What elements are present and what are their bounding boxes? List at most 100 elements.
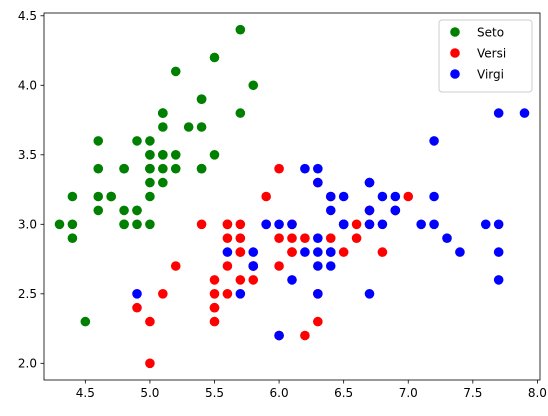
data-point-seto <box>158 163 168 174</box>
data-point-virgi <box>338 191 349 202</box>
data-point-seto <box>132 205 142 216</box>
data-point-versi <box>351 233 362 243</box>
data-point-versi <box>351 219 362 230</box>
data-point-versi <box>287 247 297 257</box>
data-point-versi <box>209 275 220 285</box>
data-point-seto <box>183 122 194 132</box>
data-point-versi <box>287 233 297 243</box>
data-point-seto <box>196 122 207 132</box>
data-point-seto <box>106 191 116 202</box>
data-point-virgi <box>325 247 336 257</box>
data-point-seto <box>196 163 207 174</box>
data-point-seto <box>119 219 129 230</box>
x-tick-label: 6.0 <box>270 386 289 400</box>
data-point-seto <box>145 191 155 202</box>
x-tick-label: 5.5 <box>205 386 224 400</box>
data-point-seto <box>196 94 207 104</box>
data-point-seto <box>158 122 168 132</box>
y-tick-label: 4.5 <box>18 9 37 23</box>
data-point-virgi <box>429 136 439 146</box>
data-point-versi <box>158 289 168 299</box>
x-tick-label: 7.5 <box>463 386 482 400</box>
data-point-seto <box>80 316 91 327</box>
data-point-virgi <box>480 219 491 230</box>
data-point-versi <box>132 302 142 313</box>
data-point-seto <box>170 66 181 77</box>
data-point-virgi <box>416 219 426 230</box>
data-point-seto <box>67 191 78 202</box>
data-point-seto <box>209 52 220 63</box>
y-axis: 2.0 2.5 3.0 3.5 4.0 4.5 <box>18 9 44 371</box>
data-point-virgi <box>313 261 323 271</box>
data-point-versi <box>235 233 246 243</box>
data-point-versi <box>222 219 233 230</box>
data-point-seto <box>248 80 259 91</box>
data-point-versi <box>261 191 271 202</box>
series-versi <box>132 163 414 369</box>
data-point-versi <box>235 247 246 257</box>
data-point-versi <box>235 219 246 230</box>
x-tick-label: 4.5 <box>76 386 95 400</box>
data-point-seto <box>145 219 155 230</box>
data-point-virgi <box>493 108 504 118</box>
data-point-virgi <box>364 219 375 230</box>
data-point-seto <box>158 150 168 160</box>
legend-label-versi: Versi <box>477 46 506 60</box>
data-point-virgi <box>235 289 246 299</box>
x-axis: 4.5 5.0 5.5 6.0 6.5 7.0 7.5 8.0 <box>76 380 547 400</box>
data-point-virgi <box>325 261 336 271</box>
data-point-versi <box>403 191 414 202</box>
data-point-virgi <box>287 219 297 230</box>
legend-label-seto: Seto <box>477 25 504 39</box>
data-point-versi <box>170 261 181 271</box>
data-point-seto <box>170 150 181 160</box>
data-point-virgi <box>313 289 323 299</box>
data-point-virgi <box>132 289 142 299</box>
data-point-seto <box>93 205 104 216</box>
data-point-virgi <box>274 219 284 230</box>
data-point-virgi <box>248 261 259 271</box>
data-point-versi <box>300 330 310 341</box>
data-point-seto <box>93 136 104 146</box>
data-point-seto <box>119 205 129 216</box>
legend-marker-seto <box>450 27 460 37</box>
points-layer <box>54 24 530 369</box>
data-point-virgi <box>338 219 349 230</box>
legend-marker-virgi <box>450 69 460 79</box>
data-point-virgi <box>261 219 271 230</box>
x-tick-label: 7.0 <box>399 386 418 400</box>
data-point-versi <box>222 261 233 271</box>
data-point-virgi <box>313 177 323 188</box>
data-point-versi <box>209 289 220 299</box>
data-point-virgi <box>313 163 323 174</box>
data-point-seto <box>209 150 220 160</box>
y-tick-label: 3.5 <box>18 148 37 162</box>
data-point-virgi <box>442 233 452 243</box>
data-point-versi <box>196 219 207 230</box>
data-point-versi <box>248 275 259 285</box>
data-point-virgi <box>429 219 439 230</box>
data-point-seto <box>145 136 155 146</box>
data-point-virgi <box>313 247 323 257</box>
y-tick-label: 3.0 <box>18 218 37 232</box>
data-point-virgi <box>300 247 310 257</box>
data-point-virgi <box>248 247 259 257</box>
data-point-versi <box>274 163 284 174</box>
data-point-versi <box>222 233 233 243</box>
series-seto <box>54 24 259 327</box>
data-point-virgi <box>493 247 504 257</box>
y-tick-label: 4.0 <box>18 79 37 93</box>
data-point-seto <box>145 163 155 174</box>
y-tick-label: 2.0 <box>18 357 37 371</box>
data-point-virgi <box>429 191 439 202</box>
data-point-virgi <box>222 247 233 257</box>
data-point-versi <box>300 233 310 243</box>
data-point-versi <box>338 247 349 257</box>
data-point-versi <box>274 233 284 243</box>
data-point-versi <box>145 358 155 369</box>
data-point-virgi <box>364 177 375 188</box>
data-point-seto <box>145 177 155 188</box>
data-point-versi <box>235 275 246 285</box>
data-point-virgi <box>364 289 375 299</box>
